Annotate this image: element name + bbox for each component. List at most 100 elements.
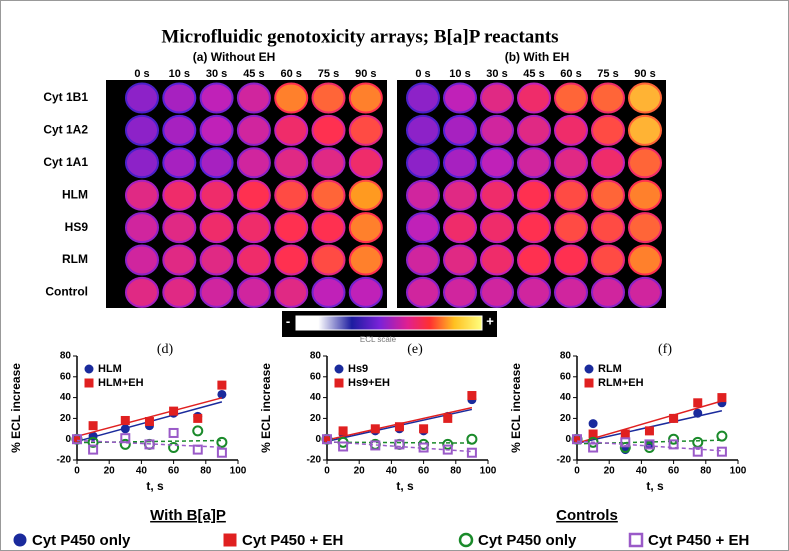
spot (480, 82, 514, 114)
spot (236, 244, 271, 276)
spot (443, 276, 477, 308)
legend-marker (628, 532, 644, 548)
spot (628, 82, 662, 114)
colorbar-label: ECL scale (360, 335, 397, 344)
y-axis-label: % ECL increase (9, 363, 23, 453)
data-point (87, 436, 99, 448)
data-point (88, 444, 99, 455)
data-point (120, 433, 131, 444)
y-tick-label: 0 (565, 434, 571, 445)
x-tick-label: 80 (200, 466, 212, 477)
column-label: 45 s (523, 68, 544, 80)
row-label: Cyt 1A2 (43, 123, 88, 137)
data-point (370, 440, 381, 451)
spot (591, 244, 625, 276)
spot (236, 82, 271, 114)
x-tick-label: 80 (700, 466, 712, 477)
y-tick-label: -20 (557, 455, 572, 466)
x-tick-label: 60 (168, 466, 180, 477)
y-tick-label: -20 (57, 455, 72, 466)
spot (406, 212, 440, 244)
spot (517, 147, 551, 179)
spot (406, 276, 440, 308)
spot (628, 244, 662, 276)
legend-marker (334, 378, 344, 388)
column-label: 90 s (634, 68, 655, 80)
data-point (669, 413, 679, 423)
spot (125, 147, 159, 179)
column-label: 0 s (415, 68, 430, 80)
spot (274, 212, 309, 244)
spot (125, 244, 159, 276)
spot (348, 179, 383, 211)
legend-marker (84, 378, 94, 388)
data-point (193, 413, 203, 423)
legend-label: Hs9 (348, 363, 368, 375)
column-label: 90 s (355, 68, 376, 80)
spot (591, 114, 625, 146)
spot (406, 244, 440, 276)
fit-line (326, 441, 472, 444)
data-point (668, 433, 680, 445)
spot (199, 147, 234, 179)
data-point (192, 425, 204, 437)
row-label: Cyt 1A1 (43, 155, 88, 169)
data-point (120, 424, 130, 434)
data-point (322, 434, 332, 445)
legend-marker (458, 532, 474, 548)
spot (591, 276, 625, 308)
data-point (192, 444, 203, 455)
spot (311, 244, 346, 276)
legend-marker (13, 533, 27, 547)
data-point (716, 446, 727, 457)
spot (236, 147, 271, 179)
spot (162, 212, 197, 244)
colorbar-high-label: + (486, 313, 494, 328)
spot (162, 147, 197, 179)
y-tick-label: 20 (60, 413, 72, 424)
spot (311, 179, 346, 211)
spot (591, 212, 625, 244)
spot (125, 82, 159, 114)
data-point (216, 436, 228, 448)
spot (480, 114, 514, 146)
row-label: HLM (62, 187, 88, 201)
fit-line (326, 440, 472, 453)
data-point (168, 427, 179, 438)
column-label: 30 s (206, 68, 227, 80)
spot (274, 147, 309, 179)
data-point (443, 413, 453, 423)
row-label: Cyt 1B1 (43, 90, 88, 104)
data-point (466, 433, 478, 445)
data-point (693, 398, 703, 408)
spot (554, 179, 588, 211)
x-tick-label: 100 (730, 466, 747, 477)
spot (311, 276, 346, 308)
data-point (442, 438, 454, 450)
spot (480, 244, 514, 276)
data-point (588, 442, 599, 453)
y-tick-label: 20 (560, 413, 572, 424)
panel-title: (d) (157, 342, 174, 357)
spot (162, 244, 197, 276)
spot (628, 147, 662, 179)
spot (517, 212, 551, 244)
legend-group-title: Controls (556, 507, 618, 524)
spot (628, 179, 662, 211)
spot (443, 244, 477, 276)
y-tick-label: 80 (310, 351, 322, 362)
row-label: Control (45, 285, 88, 299)
spot (125, 179, 159, 211)
spot (274, 179, 309, 211)
spot (628, 276, 662, 308)
legend-marker (84, 364, 94, 374)
legend-marker (584, 364, 594, 374)
spot (443, 82, 477, 114)
spot (406, 82, 440, 114)
spot (199, 244, 234, 276)
spot (480, 276, 514, 308)
y-axis-label: % ECL increase (509, 363, 523, 453)
data-point (169, 406, 179, 416)
data-point (467, 391, 477, 401)
